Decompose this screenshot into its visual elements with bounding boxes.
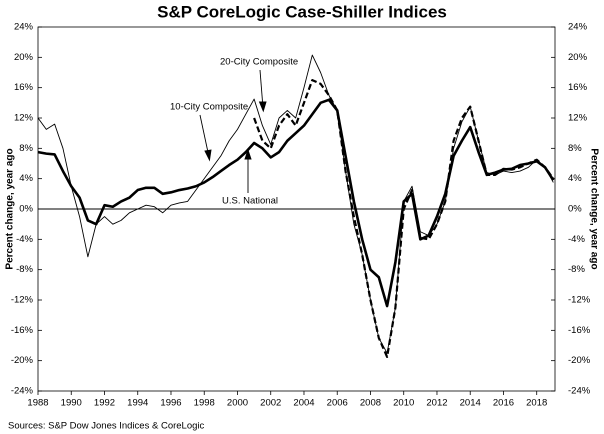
series-line xyxy=(37,54,554,354)
arrowhead xyxy=(244,148,252,160)
source-note: Sources: S&P Dow Jones Indices & CoreLog… xyxy=(8,421,205,432)
y2-tick-label: 0% xyxy=(568,204,582,215)
y2-tick-label: -16% xyxy=(568,325,591,336)
series-line xyxy=(253,78,555,358)
y2-tick-label: 4% xyxy=(568,173,582,184)
x-tick-label: 2002 xyxy=(260,398,281,409)
y2-tick-label: -20% xyxy=(568,355,591,366)
y2-tick-label: 16% xyxy=(568,82,588,93)
y2-tick-label: 12% xyxy=(568,113,588,124)
y2-tick-label: 20% xyxy=(568,52,588,63)
y-tick-label: 20% xyxy=(14,52,34,63)
x-tick-label: 2000 xyxy=(227,398,248,409)
x-tick-label: 2008 xyxy=(360,398,381,409)
y-tick-label: -20% xyxy=(11,355,34,366)
y2-tick-label: -24% xyxy=(568,386,591,397)
x-tick-label: 1988 xyxy=(27,398,48,409)
x-tick-label: 1992 xyxy=(94,398,115,409)
y2-tick-label: 24% xyxy=(568,22,588,33)
y-tick-label: 16% xyxy=(14,82,34,93)
x-tick-label: 1998 xyxy=(194,398,215,409)
x-tick-label: 2006 xyxy=(327,398,348,409)
x-tick-label: 2018 xyxy=(526,398,547,409)
y2-tick-label: 8% xyxy=(568,143,582,154)
x-tick-label: 2012 xyxy=(426,398,447,409)
annotation: 20-City Composite xyxy=(220,57,298,68)
y-tick-label: -24% xyxy=(11,386,34,397)
y-axis-title: Percent change, year ago xyxy=(5,148,16,269)
x-tick-label: 1996 xyxy=(160,398,181,409)
arrowhead xyxy=(204,149,212,162)
x-tick-label: 1994 xyxy=(127,398,148,409)
series-line xyxy=(37,98,555,308)
x-tick-label: 1990 xyxy=(61,398,82,409)
y-tick-label: 12% xyxy=(14,113,34,124)
y-tick-label: -12% xyxy=(11,295,34,306)
x-tick-label: 2004 xyxy=(293,398,314,409)
y-tick-label: 0% xyxy=(19,204,33,215)
annotation: 10-City Composite xyxy=(170,102,248,113)
y2-axis-title: Percent change, year ago xyxy=(588,148,599,269)
annotation: U.S. National xyxy=(222,196,278,207)
arrow xyxy=(199,114,210,158)
y2-tick-label: -8% xyxy=(568,264,585,275)
arrowhead xyxy=(258,101,267,113)
y-tick-label: -8% xyxy=(16,264,33,275)
x-tick-label: 2016 xyxy=(493,398,514,409)
x-tick-label: 2010 xyxy=(393,398,414,409)
y-tick-label: 24% xyxy=(14,22,34,33)
y-tick-label: 4% xyxy=(19,173,33,184)
annotation-arrows xyxy=(199,69,267,193)
y2-tick-label: -12% xyxy=(568,295,591,306)
y-tick-label: -4% xyxy=(16,234,33,245)
chart-title: S&P CoreLogic Case-Shiller Indices xyxy=(157,2,447,21)
y-tick-label: -16% xyxy=(11,325,34,336)
y-tick-label: 8% xyxy=(19,143,33,154)
y2-tick-label: -4% xyxy=(568,234,585,245)
x-tick-label: 2014 xyxy=(460,398,481,409)
